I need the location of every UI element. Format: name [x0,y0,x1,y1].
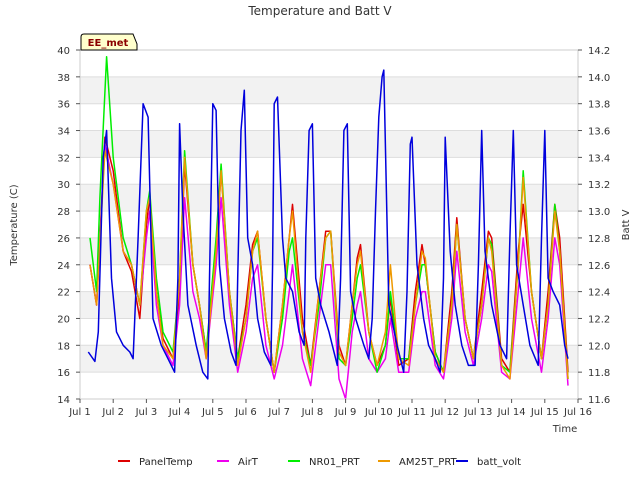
y2-tick-label: 12.8 [588,234,610,245]
x-axis-ticks: Jul 1 Jul 2 Jul 3 Jul 4 Jul 5 Jul 6 Jul 7 Jul 8… [68,399,592,418]
y2-tick-label: 12.6 [588,261,610,272]
y2-tick-label: 12.4 [588,288,610,299]
y-axis-title: Temperature (C) [9,184,20,266]
grid-band [80,130,578,158]
site-label-box: EE_met [80,33,138,51]
y-tick-label: 38 [57,73,70,84]
y-tick-label: 14 [57,395,70,406]
x-tick-label: Jul 8 [301,407,324,418]
grid-band [80,237,578,265]
x-tick-label: Jul 1 [68,407,91,418]
y-tick-label: 18 [57,341,70,352]
y-axis-ticks: 14 16 18 20 22 24 26 28 30 32 34 36 38 40 [57,46,80,406]
legend-label: NR01_PRT [309,457,360,468]
x-tick-label: Jul 2 [101,407,124,418]
plot-series [87,55,569,400]
legend: PanelTemp AirT NR01_PRT AM25T_PRT batt_volt [118,457,521,468]
y2-tick-label: 13.2 [588,180,610,191]
site-label-tab [80,33,138,51]
y-tick-label: 24 [57,261,70,272]
y2-tick-label: 13.8 [588,100,610,111]
y2-tick-label: 12.2 [588,314,610,325]
series-line-airt [89,143,569,400]
y-tick-label: 26 [57,234,70,245]
y-tick-label: 32 [57,153,70,164]
grid-band [80,184,578,212]
y2-tick-label: 11.8 [588,368,610,379]
x-tick-label: Jul 16 [563,407,592,418]
y2-tick-label: 13.0 [588,207,610,218]
x-axis-title: Time [552,424,577,435]
y-tick-label: 40 [57,46,70,57]
y2-tick-label: 11.6 [588,395,610,406]
x-tick-label: Jul 12 [430,407,459,418]
plot-frame [79,49,579,400]
y-tick-label: 28 [57,207,70,218]
x-tick-label: Jul 7 [267,407,290,418]
y2-tick-label: 12.0 [588,341,610,352]
series-line-am25t-prt [89,149,569,380]
y2-axis-ticks: 11.6 11.8 12.0 12.2 12.4 12.6 12.8 13.0 13.2 13.4… [578,46,610,406]
series-line-batt-volt [87,69,569,380]
x-tick-label: Jul 9 [334,407,357,418]
grid-bands [80,76,578,400]
legend-label: batt_volt [477,457,521,468]
y-tick-label: 34 [57,127,70,138]
grid-band [80,76,578,104]
x-tick-label: Jul 3 [135,407,158,418]
y-tick-label: 36 [57,100,70,111]
y-tick-label: 22 [57,288,70,299]
y2-axis-title: Batt V [621,209,632,240]
site-label: EE_met [88,38,129,49]
y2-tick-label: 13.4 [588,153,610,164]
x-tick-label: Jul 4 [168,407,191,418]
x-tick-label: Jul 11 [397,407,426,418]
y2-tick-label: 14.0 [588,73,610,84]
y-tick-label: 16 [57,368,70,379]
chart-title: Temperature and Batt V [247,4,392,18]
y-tick-label: 20 [57,314,70,325]
y2-tick-label: 14.2 [588,46,610,57]
x-tick-label: Jul 14 [497,407,526,418]
x-tick-label: Jul 13 [463,407,492,418]
x-tick-label: Jul 15 [530,407,559,418]
legend-label: AirT [238,457,259,468]
x-tick-label: Jul 6 [234,407,257,418]
y-tick-label: 30 [57,180,70,191]
y2-tick-label: 13.6 [588,127,610,138]
legend-label: AM25T_PRT [399,457,458,468]
grid-band [80,291,578,319]
x-tick-label: Jul 5 [201,407,224,418]
legend-label: PanelTemp [139,457,193,468]
x-tick-label: Jul 10 [364,407,393,418]
